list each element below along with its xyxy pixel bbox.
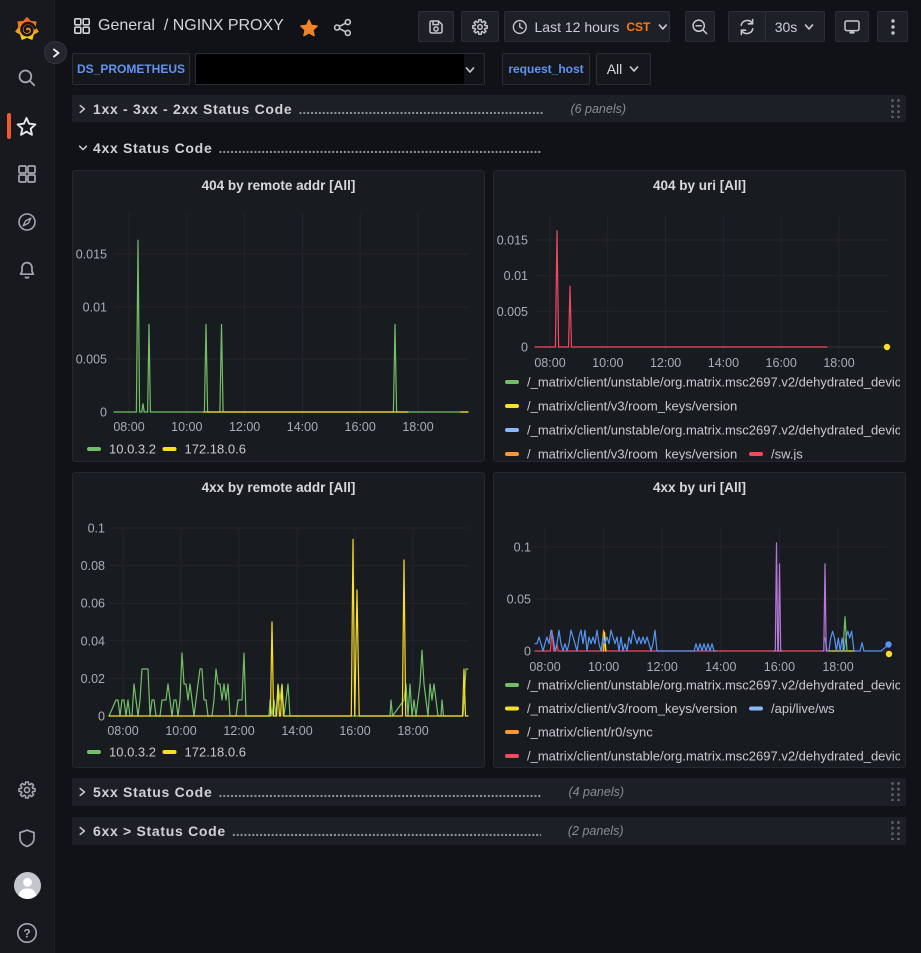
svg-text:0: 0 <box>521 341 528 355</box>
svg-text:0.08: 0.08 <box>81 559 105 573</box>
svg-text:18:00: 18:00 <box>397 724 428 738</box>
svg-text:0: 0 <box>100 406 107 420</box>
svg-text:172.18.0.6: 172.18.0.6 <box>185 745 246 760</box>
svg-text:0.05: 0.05 <box>507 593 531 607</box>
svg-text:0.01: 0.01 <box>83 301 107 315</box>
svg-text:0.1: 0.1 <box>514 541 531 555</box>
svg-text:18:00: 18:00 <box>823 356 854 370</box>
svg-text:0: 0 <box>524 645 531 659</box>
svg-text:18:00: 18:00 <box>402 420 433 434</box>
svg-text:/_matrix/client/unstable/org.m: /_matrix/client/unstable/org.matrix.msc2… <box>527 678 906 693</box>
svg-text:16:00: 16:00 <box>764 660 795 674</box>
svg-text:16:00: 16:00 <box>345 420 376 434</box>
svg-text:10:00: 10:00 <box>592 356 623 370</box>
svg-text:10:00: 10:00 <box>171 420 202 434</box>
svg-text:/_matrix/client/v3/room_keys/v: /_matrix/client/v3/room_keys/version <box>527 447 737 462</box>
svg-text:0.06: 0.06 <box>81 597 105 611</box>
svg-text:08:00: 08:00 <box>113 420 144 434</box>
svg-text:/_matrix/client/r0/sync: /_matrix/client/r0/sync <box>527 725 653 740</box>
svg-text:0.015: 0.015 <box>497 234 528 248</box>
svg-text:12:00: 12:00 <box>650 356 681 370</box>
svg-text:0.02: 0.02 <box>81 672 105 686</box>
svg-text:14:00: 14:00 <box>708 356 739 370</box>
svg-text:/_matrix/client/unstable/org.m: /_matrix/client/unstable/org.matrix.msc2… <box>527 749 906 764</box>
svg-text:16:00: 16:00 <box>339 724 370 738</box>
svg-text:12:00: 12:00 <box>223 724 254 738</box>
svg-text:10.0.3.2: 10.0.3.2 <box>109 442 156 457</box>
svg-text:10:00: 10:00 <box>588 660 619 674</box>
svg-text:16:00: 16:00 <box>766 356 797 370</box>
svg-text:10.0.3.2: 10.0.3.2 <box>109 745 156 760</box>
svg-text:0.1: 0.1 <box>88 522 105 536</box>
svg-text:0.005: 0.005 <box>76 353 107 367</box>
svg-text:12:00: 12:00 <box>229 420 260 434</box>
svg-text:?: ? <box>23 926 30 940</box>
svg-text:0.015: 0.015 <box>76 248 107 262</box>
svg-text:18:00: 18:00 <box>822 660 853 674</box>
svg-text:14:00: 14:00 <box>287 420 318 434</box>
svg-text:/api/live/ws: /api/live/ws <box>771 701 835 716</box>
svg-text:/_matrix/client/v3/room_keys/v: /_matrix/client/v3/room_keys/version <box>527 701 737 716</box>
svg-text:0.005: 0.005 <box>497 305 528 319</box>
svg-text:14:00: 14:00 <box>281 724 312 738</box>
svg-text:08:00: 08:00 <box>529 660 560 674</box>
svg-text:08:00: 08:00 <box>107 724 138 738</box>
svg-text:12:00: 12:00 <box>647 660 678 674</box>
svg-text:/_matrix/client/unstable/org.m: /_matrix/client/unstable/org.matrix.msc2… <box>527 375 906 390</box>
svg-text:/_matrix/client/unstable/org.m: /_matrix/client/unstable/org.matrix.msc2… <box>527 423 906 438</box>
svg-text:10:00: 10:00 <box>165 724 196 738</box>
svg-text:0: 0 <box>98 710 105 724</box>
svg-text:0.04: 0.04 <box>81 634 105 648</box>
svg-text:/_matrix/client/v3/room_keys/v: /_matrix/client/v3/room_keys/version <box>527 399 737 414</box>
svg-text:14:00: 14:00 <box>705 660 736 674</box>
svg-text:08:00: 08:00 <box>534 356 565 370</box>
svg-text:172.18.0.6: 172.18.0.6 <box>185 442 246 457</box>
svg-text:/sw.js: /sw.js <box>771 447 803 462</box>
svg-text:0.01: 0.01 <box>504 269 528 283</box>
